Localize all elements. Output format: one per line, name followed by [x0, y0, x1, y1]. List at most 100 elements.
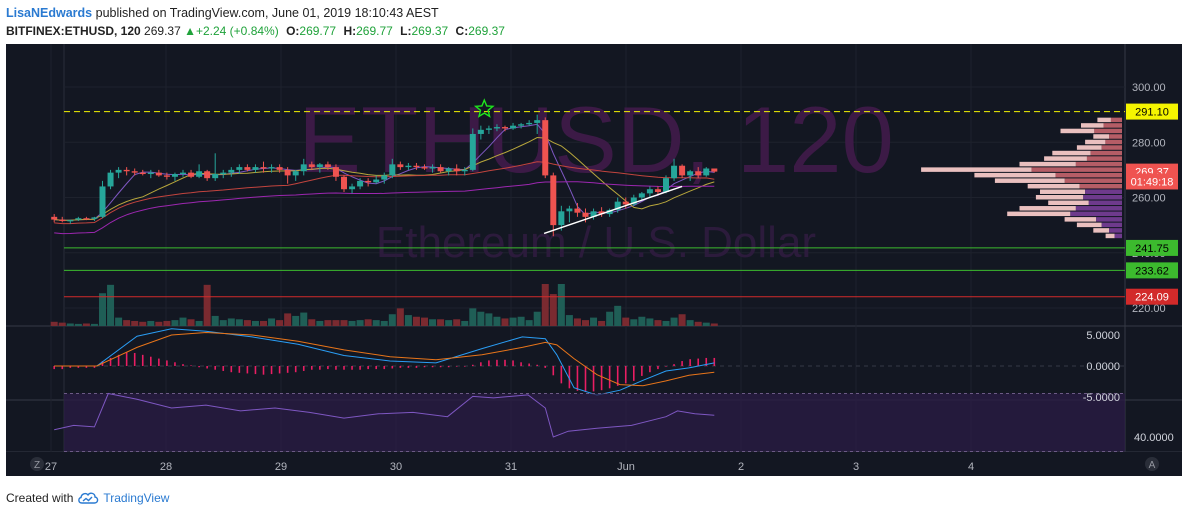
volume-profile-bar	[1019, 206, 1076, 211]
candle-body	[51, 216, 58, 220]
volume-profile-bar	[1075, 161, 1122, 167]
chart-controls[interactable]: Z A	[30, 457, 1159, 471]
volume-bar	[123, 320, 131, 326]
volume-profile-bar	[1109, 228, 1122, 233]
volume-bar	[445, 320, 453, 326]
volume-profile-bar	[1079, 183, 1122, 189]
watermark-name: Ethereum / U.S. Dollar	[376, 218, 816, 267]
high-label: H:	[343, 24, 357, 38]
up-arrow-icon: ▲	[184, 24, 196, 38]
horizontal-levels[interactable]	[64, 111, 1125, 298]
candle-body	[147, 172, 154, 175]
volume-bar	[557, 284, 565, 326]
volume-profile-bar	[1085, 189, 1122, 194]
candle-body	[630, 197, 637, 205]
chart-svg[interactable]: ETHUSD, 120 Ethereum / U.S. Dollar 27 28 2…	[6, 44, 1182, 476]
volume-bar	[670, 317, 678, 326]
candle-body	[558, 211, 565, 226]
candle-body	[228, 169, 235, 173]
low-label: L:	[400, 24, 412, 38]
candle-body	[332, 167, 339, 177]
candle-body	[550, 175, 557, 226]
created-with-label: Created with	[6, 491, 74, 505]
candle-body	[518, 124, 525, 126]
tradingview-brand[interactable]: TradingView	[103, 491, 170, 505]
volume-profile-bar	[1040, 189, 1086, 194]
volume-bar	[469, 308, 477, 326]
volume-bar	[324, 320, 332, 326]
candles	[51, 114, 718, 237]
volume-bar	[50, 321, 58, 326]
volume-profile-bar	[1007, 211, 1071, 217]
trendline	[543, 185, 683, 235]
volume-bar	[501, 318, 509, 326]
x-tick-label: 31	[505, 461, 517, 473]
volume-bar	[340, 320, 348, 326]
zoom-reset-button[interactable]	[30, 457, 44, 471]
drawings[interactable]	[473, 98, 683, 235]
x-tick-label: 3	[853, 461, 859, 473]
volume-bar	[630, 319, 638, 326]
rsi-band	[64, 393, 1125, 452]
candle-body	[590, 211, 597, 217]
candle-body	[204, 171, 211, 179]
candle-body	[663, 178, 669, 192]
volume-bar	[260, 320, 267, 326]
volume-profile-bar	[974, 172, 1056, 178]
volume-bar	[219, 320, 227, 326]
volume-bar	[598, 320, 606, 326]
price-label-text: 224.09	[1135, 292, 1169, 304]
macd-macd-line	[54, 328, 715, 396]
candle-body	[212, 174, 219, 179]
volume-bar	[429, 319, 437, 326]
volume-bar	[388, 314, 396, 326]
volume-bar	[461, 320, 469, 326]
macd-tick-label: 0.0000	[1086, 361, 1120, 373]
volume-profile-bar	[1055, 172, 1122, 178]
rsi-line	[54, 392, 715, 438]
volume-bar	[300, 312, 308, 326]
volume-bar	[276, 320, 284, 326]
candle-body	[445, 168, 452, 172]
macd-pane	[53, 328, 1125, 396]
y-tick-label: 300.00	[1132, 82, 1166, 94]
volume-bar	[453, 319, 461, 326]
candle-body	[534, 120, 541, 123]
volume-bar	[356, 320, 364, 326]
candle-body	[252, 167, 259, 170]
volume-bar	[284, 313, 292, 326]
author-link[interactable]: LisaNEdwards	[6, 6, 93, 20]
candle-body	[357, 180, 364, 187]
volume-bar	[614, 305, 622, 326]
candle-body	[510, 125, 517, 129]
volume-profile-bar	[1075, 206, 1122, 211]
close-value: 269.37	[468, 24, 505, 38]
candle-body	[679, 165, 686, 176]
candle-body	[260, 167, 267, 169]
ohlc-line: BITFINEX:ETHUSD, 120 269.37 ▲+2.24 (+0.8…	[6, 22, 1182, 40]
candle-body	[429, 167, 436, 169]
chart-area[interactable]: ETHUSD, 120 Ethereum / U.S. Dollar 27 28 2…	[6, 44, 1182, 476]
volume-bar	[348, 320, 356, 326]
volume-profile-bar	[1064, 178, 1122, 183]
volume-bar	[155, 321, 163, 326]
volume-bar	[243, 320, 251, 326]
volume-bar	[686, 320, 694, 326]
volume-bar	[187, 319, 195, 326]
x-tick-label: 27	[45, 461, 57, 473]
price-label-box	[1126, 239, 1178, 256]
volume-bar	[163, 320, 171, 326]
candle-body	[397, 164, 404, 168]
volume-profile-bar	[1088, 200, 1122, 206]
high-value: 269.77	[356, 24, 393, 38]
volume-profile-bar	[994, 178, 1065, 183]
volume-bar	[332, 320, 340, 326]
autoscale-button[interactable]	[1145, 457, 1159, 471]
volume-bar	[292, 315, 300, 326]
candle-body	[421, 167, 428, 169]
candle-body	[115, 169, 122, 173]
price-label-box	[1126, 262, 1178, 279]
x-tick-label: 30	[390, 461, 402, 473]
volume-bar	[139, 321, 147, 326]
volume-bar	[251, 320, 259, 326]
